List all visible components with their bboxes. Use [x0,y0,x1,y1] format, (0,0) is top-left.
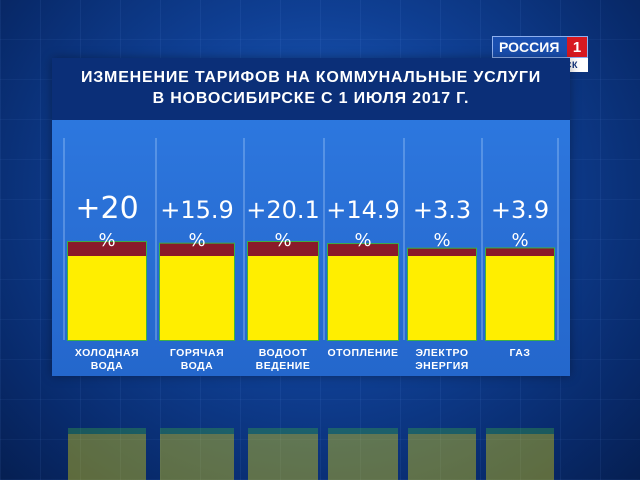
bar-cap [408,248,476,256]
reflection-bar [486,434,554,480]
chart-reflection [52,382,570,480]
unit-label: % [274,230,291,251]
unit-label: % [511,230,528,251]
reflection-bar [68,434,146,480]
category-label: ЭНЕРГИЯ [415,360,469,372]
bar [248,256,318,340]
category-label: ГОРЯЧАЯ [170,347,224,359]
logo-channel-number: 1 [567,37,587,57]
category-label: ГАЗ [510,347,531,359]
bar-cap [486,248,554,256]
reflection-bar-edge [248,428,318,434]
reflection-bar [328,434,398,480]
unit-label: % [433,230,450,251]
bar [328,256,398,340]
unit-label: % [98,230,115,251]
chart-title: ИЗМЕНЕНИЕ ТАРИФОВ НА КОММУНАЛЬНЫЕ УСЛУГИ… [52,58,570,120]
value-label: +3.3 [413,196,471,224]
bar [408,256,476,340]
value-label: +20 [75,191,138,226]
logo-channel-name: РОССИЯ [499,39,560,55]
value-label: +14.9 [326,196,400,224]
reflection-bar-edge [486,428,554,434]
chart-title-line-2: В НОВОСИБИРСКЕ С 1 ИЮЛЯ 2017 Г. [152,90,470,107]
bar-chart: +20%ХОЛОДНАЯВОДА+15.9%ГОРЯЧАЯВОДА+20.1%В… [63,138,559,372]
bar [160,256,234,340]
bar [68,256,146,340]
unit-label: % [354,230,371,251]
reflection-bar [408,434,476,480]
bar-cap [68,242,146,256]
reflection-bars [68,428,554,480]
bar-cap [328,244,398,256]
reflection-bar-edge [408,428,476,434]
value-label: +20.1 [246,196,320,224]
reflection-bar-edge [328,428,398,434]
bar-cap [160,243,234,256]
category-label: ВОДА [181,360,213,372]
bar-cap [248,242,318,256]
logo-top-row: РОССИЯ 1 [492,36,588,58]
category-label: ВЕДЕНИЕ [256,360,311,372]
category-label: ЭЛЕКТРО [415,347,468,359]
value-label: +3.9 [491,196,549,224]
bar [486,256,554,340]
category-label: ВОДООТ [259,347,308,359]
category-label: ВОДА [91,360,123,372]
value-label: +15.9 [160,196,234,224]
chart-title-line-1: ИЗМЕНЕНИЕ ТАРИФОВ НА КОММУНАЛЬНЫЕ УСЛУГИ [80,69,542,86]
reflection-bar [160,434,234,480]
unit-label: % [188,230,205,251]
category-label: ХОЛОДНАЯ [75,347,139,359]
chart-panel: ИЗМЕНЕНИЕ ТАРИФОВ НА КОММУНАЛЬНЫЕ УСЛУГИ… [52,58,570,376]
reflection-bar-edge [68,428,146,434]
reflection-bar [248,434,318,480]
category-label: ОТОПЛЕНИЕ [327,347,398,359]
reflection-bar-edge [160,428,234,434]
